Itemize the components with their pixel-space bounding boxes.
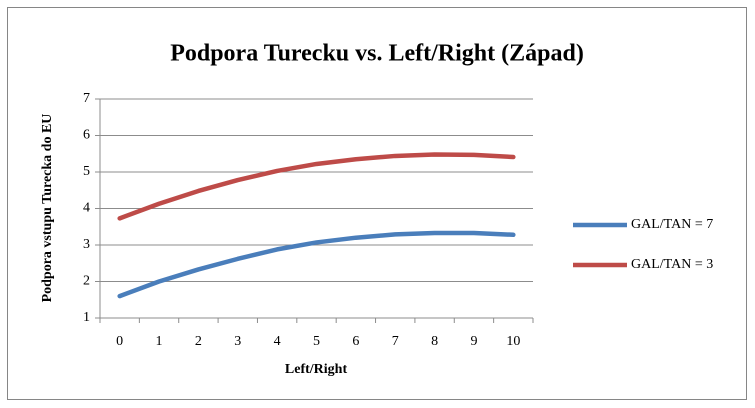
y-tick-label: 7	[83, 91, 90, 106]
x-tick-label: 1	[156, 334, 163, 349]
x-tick-label: 2	[195, 334, 202, 349]
y-tick-label: 4	[83, 201, 90, 216]
series-line	[117, 230, 516, 299]
x-axis-label: Left/Right	[285, 362, 348, 377]
y-tick-label: 3	[83, 237, 90, 252]
y-tick-label: 6	[83, 128, 90, 143]
x-tick-label: 3	[234, 334, 241, 349]
x-tick-label: 8	[431, 334, 438, 349]
y-axis-label: Podpora vstupu Turecka do EU	[40, 114, 55, 303]
x-tick-label: 9	[470, 334, 477, 349]
y-tick-label: 2	[83, 274, 90, 289]
legend-label: GAL/TAN = 3	[631, 257, 713, 272]
x-tick-label: 4	[274, 334, 281, 349]
y-tick-label: 1	[83, 310, 90, 325]
x-tick-label: 7	[392, 334, 399, 349]
series-line	[117, 152, 516, 221]
x-tick-label: 10	[506, 334, 520, 349]
x-tick-label: 0	[116, 334, 123, 349]
chart-border	[7, 7, 747, 400]
y-tick-label: 5	[83, 164, 90, 179]
legend-label: GAL/TAN = 7	[631, 217, 713, 232]
chart-title: Podpora Turecku vs. Left/Right (Západ)	[170, 41, 584, 67]
x-tick-label: 5	[313, 334, 320, 349]
x-tick-label: 6	[352, 334, 359, 349]
